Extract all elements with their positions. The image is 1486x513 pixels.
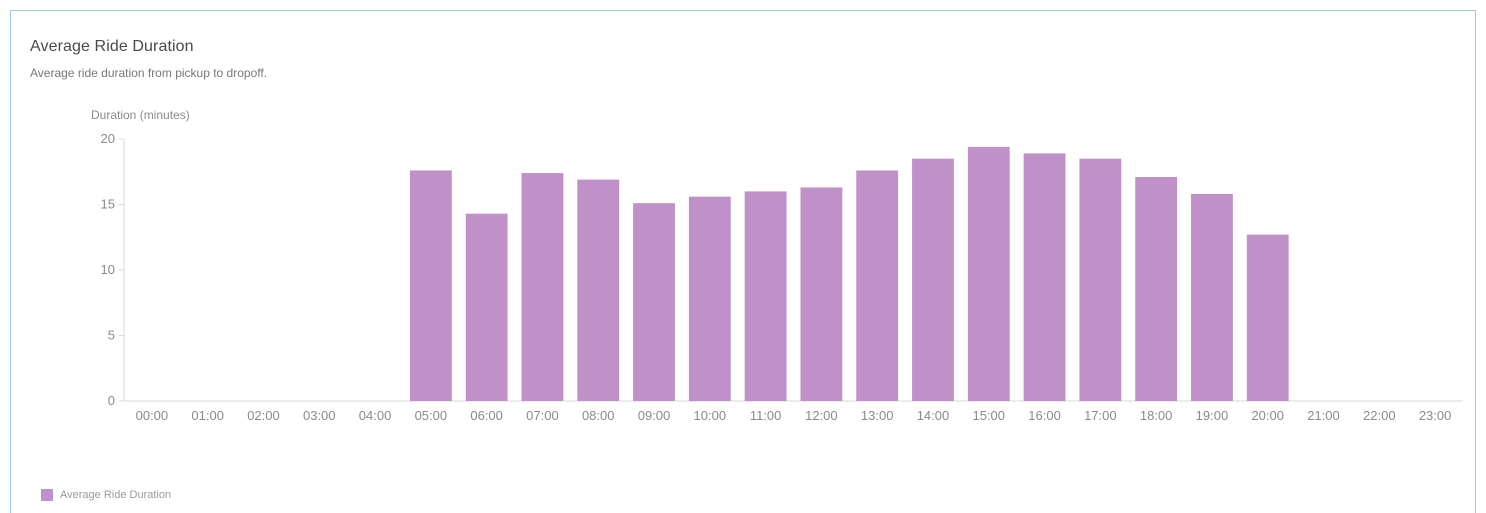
x-tick-label: 10:00: [694, 408, 727, 423]
bar-chart: Duration (minutes) 0 5 10 15 20 00:00 01:00 02…: [91, 108, 1463, 423]
bars: [409, 146, 1289, 401]
bar-1000[interactable]: [688, 196, 731, 401]
bar-0700[interactable]: [521, 173, 564, 401]
x-tick-label: 01:00: [191, 408, 224, 423]
x-tick-label: 04:00: [359, 408, 392, 423]
card-title: Average Ride Duration: [30, 38, 194, 55]
x-tick-label: 13:00: [861, 408, 894, 423]
x-tick-label: 20:00: [1251, 408, 1284, 423]
x-tick-label: 11:00: [750, 408, 782, 423]
bar-1300[interactable]: [856, 170, 899, 401]
x-ticks: 00:00 01:00 02:00 03:00 04:00 05:00 06:00 07:00…: [136, 408, 1452, 423]
x-tick-label: 05:00: [415, 408, 448, 423]
bar-1100[interactable]: [744, 191, 787, 401]
bar-1600[interactable]: [1023, 153, 1066, 401]
legend[interactable]: Average Ride Duration: [41, 489, 171, 501]
x-tick-label: 23:00: [1419, 408, 1452, 423]
x-tick-label: 21:00: [1307, 408, 1340, 423]
bar-0900[interactable]: [633, 203, 675, 401]
x-tick-label: 12:00: [805, 408, 838, 423]
x-tick-label: 19:00: [1196, 408, 1229, 423]
x-tick-label: 17:00: [1084, 408, 1117, 423]
x-tick-label: 07:00: [526, 408, 559, 423]
bar-1900[interactable]: [1191, 194, 1233, 401]
chart-card: Average Ride Duration Average ride durat…: [10, 10, 1476, 513]
bar-1200[interactable]: [800, 187, 843, 401]
legend-swatch: [41, 489, 53, 501]
x-tick-label: 09:00: [638, 408, 671, 423]
y-tick-label: 5: [108, 328, 115, 343]
x-tick-label: 03:00: [303, 408, 336, 423]
bar-1800[interactable]: [1135, 176, 1178, 401]
x-tick-label: 15:00: [972, 408, 1005, 423]
bar-1700[interactable]: [1079, 158, 1122, 401]
card-subtitle: Average ride duration from pickup to dro…: [30, 66, 268, 80]
bar-0500[interactable]: [409, 170, 452, 401]
y-tick-label: 10: [101, 262, 115, 277]
x-tick-label: 08:00: [582, 408, 615, 423]
y-tick-label: 0: [108, 393, 115, 408]
legend-label: Average Ride Duration: [60, 489, 172, 501]
bar-2000[interactable]: [1246, 234, 1289, 401]
x-tick-label: 22:00: [1363, 408, 1396, 423]
x-tick-label: 18:00: [1140, 408, 1173, 423]
x-tick-label: 06:00: [470, 408, 503, 423]
y-tick-label: 15: [101, 197, 115, 212]
x-tick-label: 02:00: [247, 408, 280, 423]
x-tick-label: 00:00: [136, 408, 169, 423]
bar-0800[interactable]: [577, 179, 620, 401]
bar-1400[interactable]: [912, 158, 954, 401]
x-tick-label: 14:00: [917, 408, 950, 423]
bar-0600[interactable]: [465, 213, 508, 401]
x-tick-label: 16:00: [1028, 408, 1061, 423]
bar-1500[interactable]: [967, 146, 1010, 401]
y-axis-label: Duration (minutes): [91, 108, 190, 122]
y-tick-label: 20: [101, 131, 115, 146]
y-ticks: 0 5 10 15 20: [101, 131, 124, 408]
